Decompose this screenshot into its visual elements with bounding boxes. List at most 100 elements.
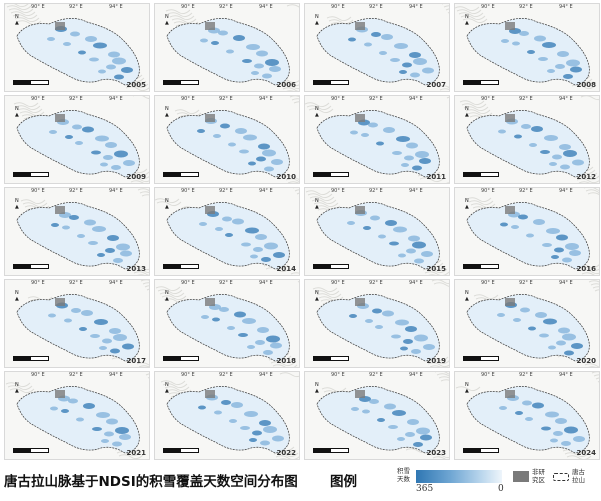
snow-cover-map [316,4,449,91]
nodata-area [505,22,515,30]
snow-cover-map [305,190,449,275]
snow-cover-patch [405,432,415,437]
nodata-area [55,390,65,398]
snow-cover-patch [408,235,420,242]
terrain-hillshade [13,102,39,108]
scale-bar [313,80,349,85]
tanggula-region [16,294,140,362]
snow-cover-patch [76,417,84,422]
terrain-hillshade [270,361,296,367]
panel-year-label: 2019 [426,357,446,365]
nodata-area [55,298,65,306]
snow-cover-patch [262,149,276,157]
scale-bar [463,264,499,269]
terrain-hillshade [465,109,491,115]
terrain-hillshade [272,364,298,367]
terrain-hillshade [580,96,599,101]
snow-cover-patch [497,313,505,317]
panel-year-label: 2022 [276,449,296,457]
scale-bar [13,80,49,85]
snow-cover-patch [77,234,85,238]
snow-cover-patch [410,72,420,78]
snow-cover-patch [214,410,222,415]
terrain-hillshade [19,111,45,117]
panel-year-label: 2017 [126,357,146,365]
terrain-hillshade [307,193,333,199]
map-panel: 90° E 92° E 94° E N ▲ 2009 [4,95,150,184]
scale-bar [163,80,199,85]
snow-cover-patch [78,50,86,55]
snow-cover-patch [219,307,229,312]
snow-cover-patch [376,141,384,146]
snow-cover-map [16,280,149,367]
terrain-hillshade [461,103,487,109]
terrain-hillshade [167,12,193,18]
snow-cover-patch [88,241,98,245]
longitude-tick-label: 90° E [331,372,345,378]
longitude-tick-label: 92° E [219,4,233,10]
terrain-hillshade [595,377,599,380]
snow-cover-patch [501,39,509,43]
snow-cover-patch [529,143,537,147]
snow-cover-patch [82,126,94,133]
snow-cover-patch [109,328,121,334]
snow-cover-patch [405,326,417,332]
longitude-tick-label: 94° E [109,96,123,102]
snow-cover-patch [114,74,124,80]
terrain-hillshade [297,281,299,283]
snow-cover-patch [396,136,410,142]
longitude-tick-label: 94° E [559,280,573,286]
longitude-tick-label: 90° E [31,188,45,194]
terrain-hillshade [440,379,449,382]
terrain-hillshade [584,188,599,191]
terrain-hillshade [9,388,35,394]
terrain-hillshade [431,280,449,285]
snow-cover-patch [562,257,572,263]
tanggula-region [166,386,290,454]
longitude-tick-label: 92° E [219,280,233,286]
snow-cover-patch [111,165,121,170]
terrain-hillshade [294,189,299,192]
snow-cover-patch [363,226,371,230]
snow-cover-patch [412,165,422,171]
map-panel: 90° E 92° E 94° E N ▲ 2015 [304,187,450,276]
terrain-hillshade [285,178,299,183]
terrain-hillshade [419,177,445,183]
nodata-swatch [513,471,529,482]
snow-cover-patch [553,431,563,436]
terrain-hillshade [588,280,599,283]
snow-cover-patch [381,34,393,40]
snow-cover-patch [564,350,574,356]
snow-cover-map [166,96,299,183]
terrain-hillshade [7,385,33,391]
snow-cover-patch [122,343,134,350]
terrain-hillshade [592,286,599,289]
snow-cover-patch [377,418,385,422]
snow-cover-patch [106,418,118,425]
snow-cover-patch [218,30,228,36]
map-panel: 90° E 92° E 94° E N ▲ 2024 [454,371,600,460]
snow-cover-patch [521,124,531,129]
map-panel: 90° E 92° E 94° E N ▲ 2014 [154,187,300,276]
snow-cover-map [459,96,599,183]
snow-cover-patch [397,437,405,441]
terrain-hillshade [437,85,449,88]
snow-cover-patch [513,318,521,322]
snow-cover-patch [255,340,265,345]
snow-cover-patch [514,134,522,139]
snow-cover-patch [404,155,414,161]
north-arrow-icon: N ▲ [15,14,19,26]
nodata-area [355,114,365,122]
snow-cover-patch [556,234,568,241]
longitude-tick-label: 94° E [259,188,273,194]
terrain-hillshade [145,373,149,376]
snow-cover-map [165,4,299,91]
snow-cover-patch [119,434,131,440]
snow-cover-patch [565,243,579,250]
snow-cover-map [305,96,449,183]
snow-cover-patch [213,134,221,138]
snow-cover-patch [399,70,407,74]
nodata-area [505,298,515,306]
snow-cover-patch [364,42,372,47]
terrain-hillshade [286,90,295,91]
